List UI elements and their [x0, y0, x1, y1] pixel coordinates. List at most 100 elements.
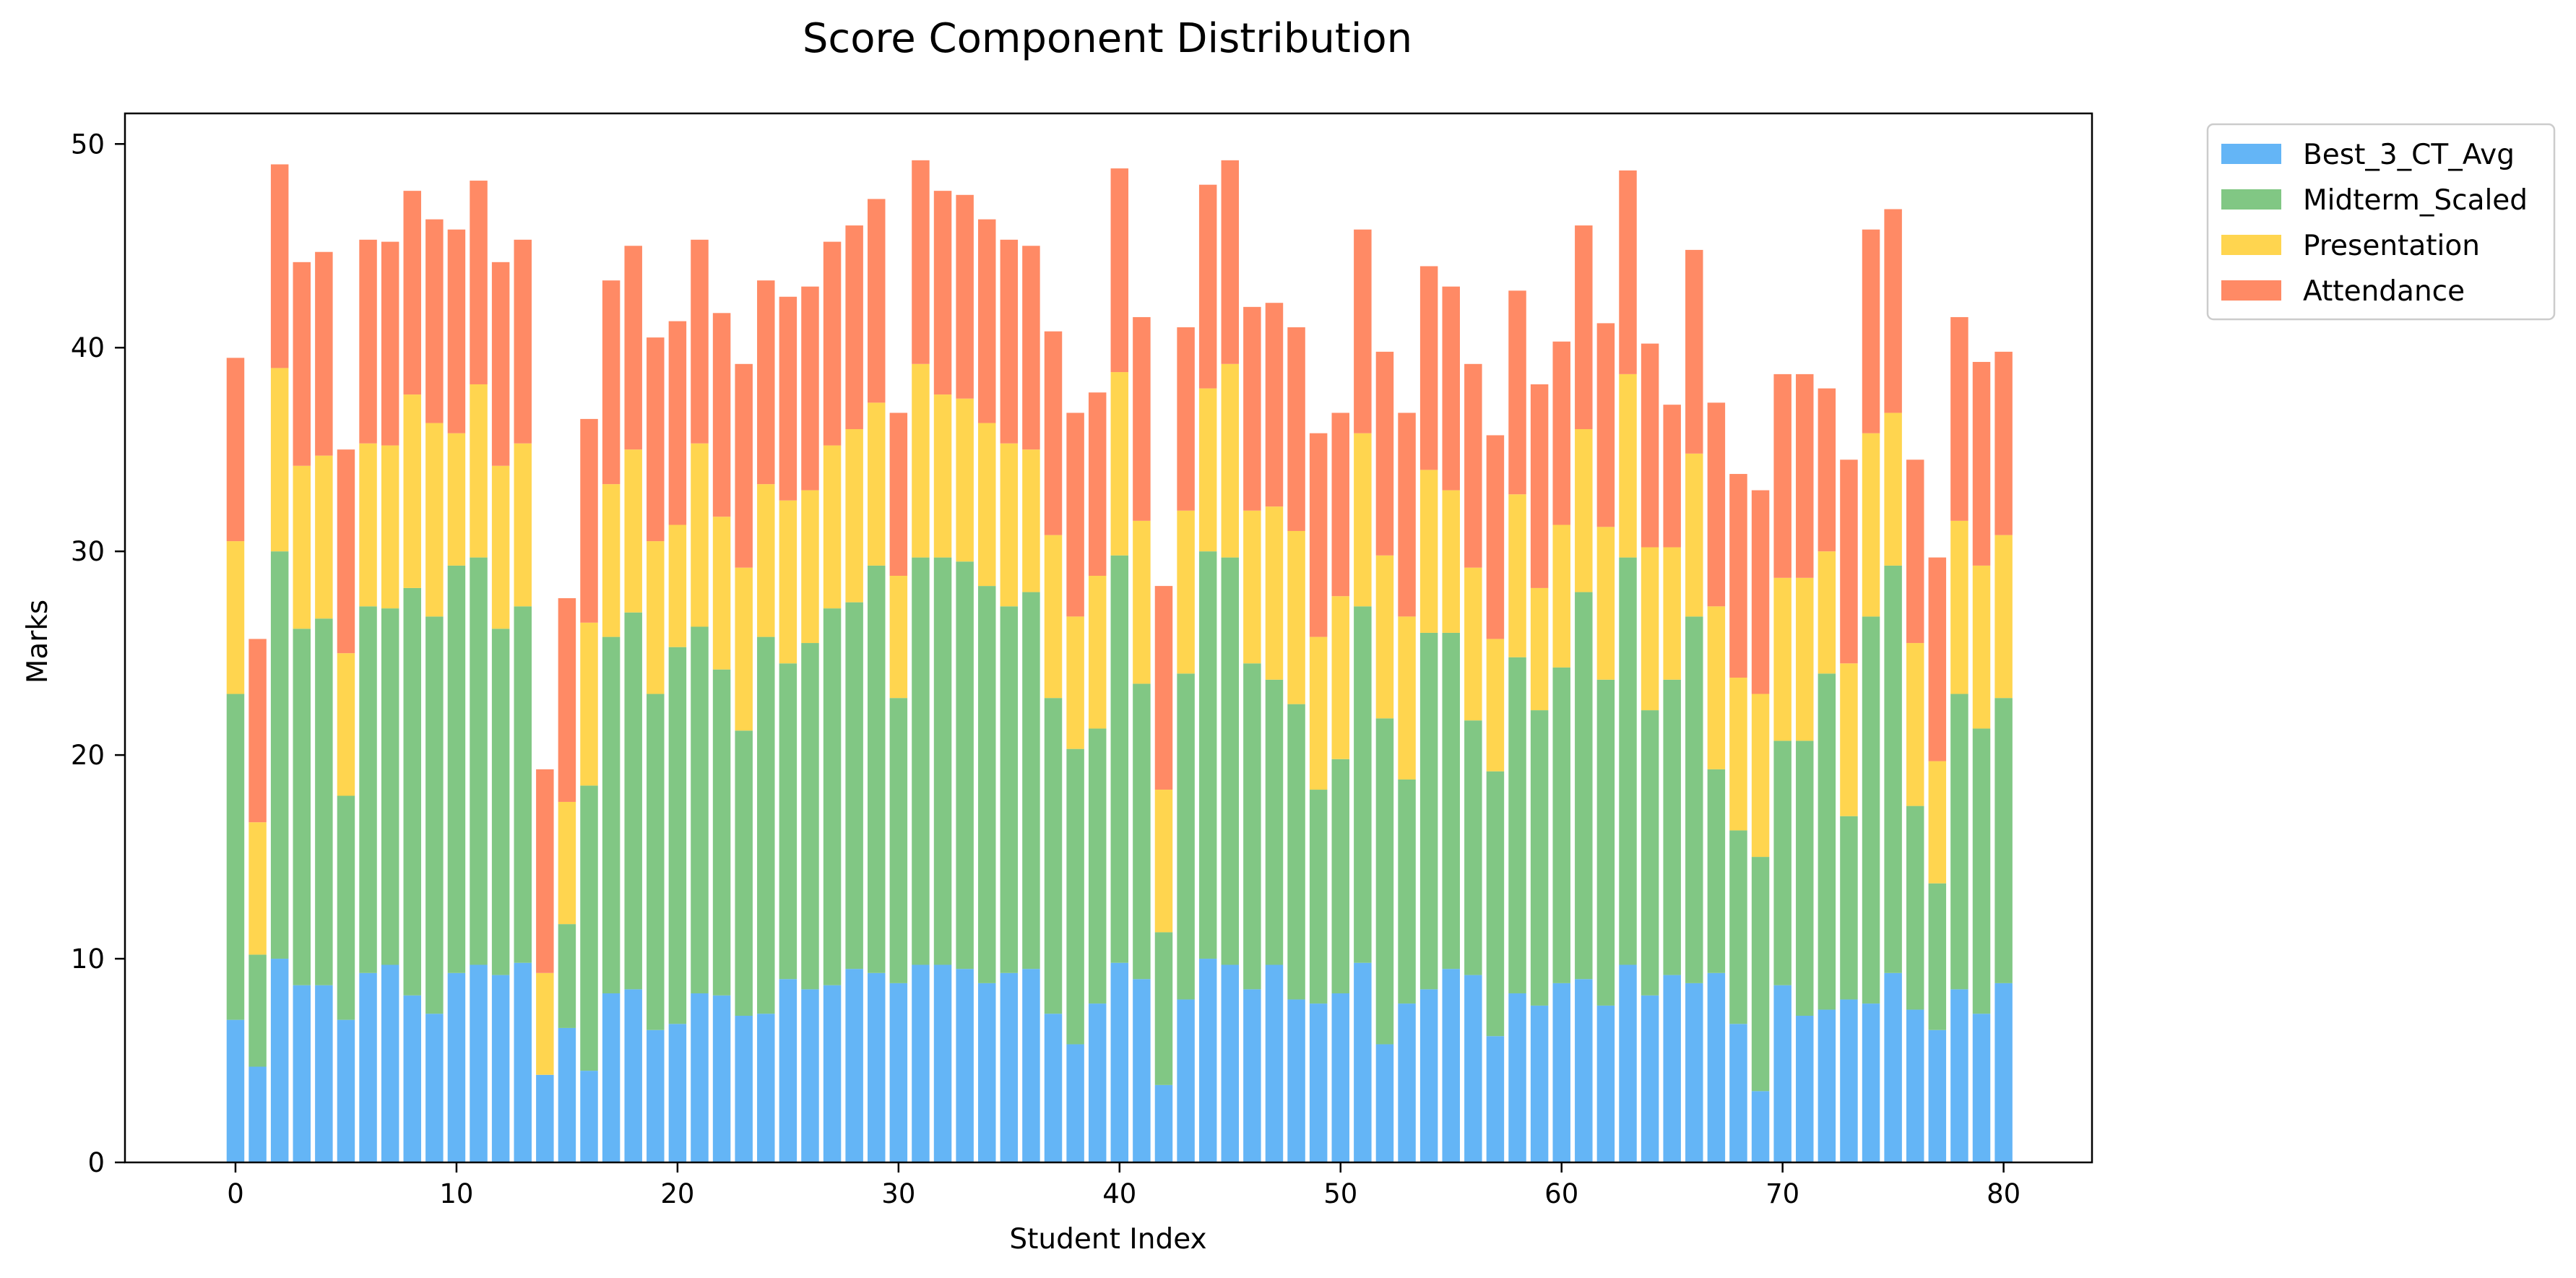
bar-attendance-74	[1862, 229, 1880, 433]
bars-group	[226, 160, 2013, 1162]
bar-midterm-scaled-56	[1464, 720, 1482, 975]
bar-best-3-ct-avg-12	[491, 975, 510, 1162]
bar-best-3-ct-avg-54	[1419, 989, 1438, 1162]
bar-midterm-scaled-52	[1375, 718, 1394, 1045]
bar-presentation-15	[558, 801, 576, 925]
bar-presentation-53	[1398, 616, 1416, 780]
bar-attendance-72	[1818, 388, 1836, 552]
bar-best-3-ct-avg-23	[735, 1016, 753, 1162]
legend-label-best-3-ct-avg: Best_3_CT_Avg	[2303, 139, 2515, 171]
bar-presentation-78	[1950, 520, 1968, 694]
bar-midterm-scaled-65	[1663, 679, 1681, 975]
x-tick-label: 20	[660, 1178, 694, 1209]
bar-presentation-64	[1641, 547, 1659, 711]
bar-presentation-56	[1464, 567, 1482, 721]
bar-attendance-1	[248, 639, 267, 823]
bar-attendance-18	[624, 246, 642, 450]
bar-attendance-23	[735, 363, 753, 568]
bar-presentation-69	[1751, 694, 1770, 858]
bar-attendance-40	[1110, 168, 1129, 373]
bar-presentation-16	[580, 622, 598, 786]
bar-midterm-scaled-9	[425, 616, 444, 1014]
bar-attendance-41	[1133, 316, 1151, 521]
bar-presentation-44	[1198, 388, 1217, 552]
bar-presentation-39	[1088, 576, 1107, 729]
bar-midterm-scaled-6	[359, 606, 377, 973]
bar-presentation-50	[1331, 596, 1349, 759]
bar-presentation-20	[668, 524, 687, 647]
bar-presentation-33	[956, 398, 974, 562]
bar-attendance-9	[425, 219, 444, 423]
bar-midterm-scaled-4	[315, 618, 333, 985]
bar-best-3-ct-avg-26	[801, 989, 819, 1162]
bar-attendance-29	[868, 199, 886, 403]
bar-best-3-ct-avg-44	[1198, 959, 1217, 1162]
bar-attendance-10	[447, 229, 466, 433]
bar-presentation-37	[1044, 535, 1063, 699]
bar-best-3-ct-avg-36	[1022, 969, 1040, 1162]
bar-attendance-70	[1773, 374, 1791, 578]
bar-attendance-75	[1884, 209, 1902, 413]
bar-attendance-67	[1707, 402, 1726, 607]
bar-presentation-10	[447, 433, 466, 566]
bar-attendance-46	[1243, 306, 1261, 511]
bar-presentation-36	[1022, 449, 1040, 592]
x-axis-label: Student Index	[1009, 1223, 1206, 1256]
bar-midterm-scaled-25	[779, 663, 798, 980]
bar-presentation-29	[868, 402, 886, 566]
bar-best-3-ct-avg-21	[691, 993, 709, 1162]
bar-midterm-scaled-17	[602, 636, 621, 993]
legend-swatch-presentation	[2221, 235, 2281, 255]
bar-presentation-43	[1177, 510, 1195, 674]
bar-midterm-scaled-80	[1994, 698, 2013, 983]
bar-best-3-ct-avg-24	[757, 1014, 775, 1162]
bar-best-3-ct-avg-69	[1751, 1091, 1770, 1162]
bar-attendance-63	[1619, 170, 1637, 374]
bar-best-3-ct-avg-73	[1840, 999, 1858, 1162]
bar-midterm-scaled-29	[868, 565, 886, 973]
x-tick-label: 40	[1102, 1178, 1136, 1209]
bar-midterm-scaled-34	[977, 586, 996, 983]
bar-midterm-scaled-61	[1575, 592, 1593, 980]
bar-attendance-30	[889, 413, 908, 576]
bar-presentation-12	[491, 465, 510, 629]
bar-best-3-ct-avg-18	[624, 989, 642, 1162]
bar-best-3-ct-avg-79	[1972, 1014, 1991, 1162]
bar-midterm-scaled-49	[1309, 790, 1328, 1004]
bar-presentation-73	[1840, 663, 1858, 816]
bar-midterm-scaled-62	[1596, 679, 1615, 1006]
bar-presentation-27	[823, 445, 842, 609]
bar-midterm-scaled-24	[757, 636, 775, 1014]
bar-attendance-54	[1419, 266, 1438, 470]
bar-best-3-ct-avg-5	[337, 1019, 355, 1162]
bar-midterm-scaled-68	[1729, 830, 1747, 1024]
bar-midterm-scaled-13	[514, 606, 532, 963]
bar-attendance-68	[1729, 474, 1747, 678]
bar-attendance-14	[536, 769, 554, 973]
bar-attendance-56	[1464, 363, 1482, 568]
bar-attendance-31	[912, 160, 930, 364]
bar-attendance-51	[1354, 229, 1372, 433]
bar-best-3-ct-avg-10	[447, 972, 466, 1162]
bar-attendance-6	[359, 239, 377, 444]
bar-presentation-6	[359, 443, 377, 607]
bar-presentation-67	[1707, 606, 1726, 769]
bar-midterm-scaled-76	[1906, 806, 1924, 1010]
bar-presentation-47	[1265, 506, 1284, 680]
bar-presentation-63	[1619, 374, 1637, 558]
bar-attendance-58	[1508, 290, 1526, 495]
bar-attendance-5	[337, 449, 355, 654]
bar-best-3-ct-avg-71	[1796, 1016, 1814, 1162]
bar-presentation-60	[1552, 524, 1570, 668]
bar-midterm-scaled-50	[1331, 759, 1349, 993]
bar-attendance-19	[647, 337, 665, 542]
bar-attendance-27	[823, 241, 842, 446]
bar-attendance-59	[1530, 384, 1549, 588]
bar-presentation-31	[912, 363, 930, 558]
bar-presentation-42	[1154, 790, 1173, 933]
bar-best-3-ct-avg-45	[1221, 964, 1240, 1162]
bar-midterm-scaled-47	[1265, 679, 1284, 965]
bar-attendance-53	[1398, 413, 1416, 617]
bar-presentation-80	[1994, 535, 2013, 699]
bar-presentation-8	[403, 394, 421, 588]
